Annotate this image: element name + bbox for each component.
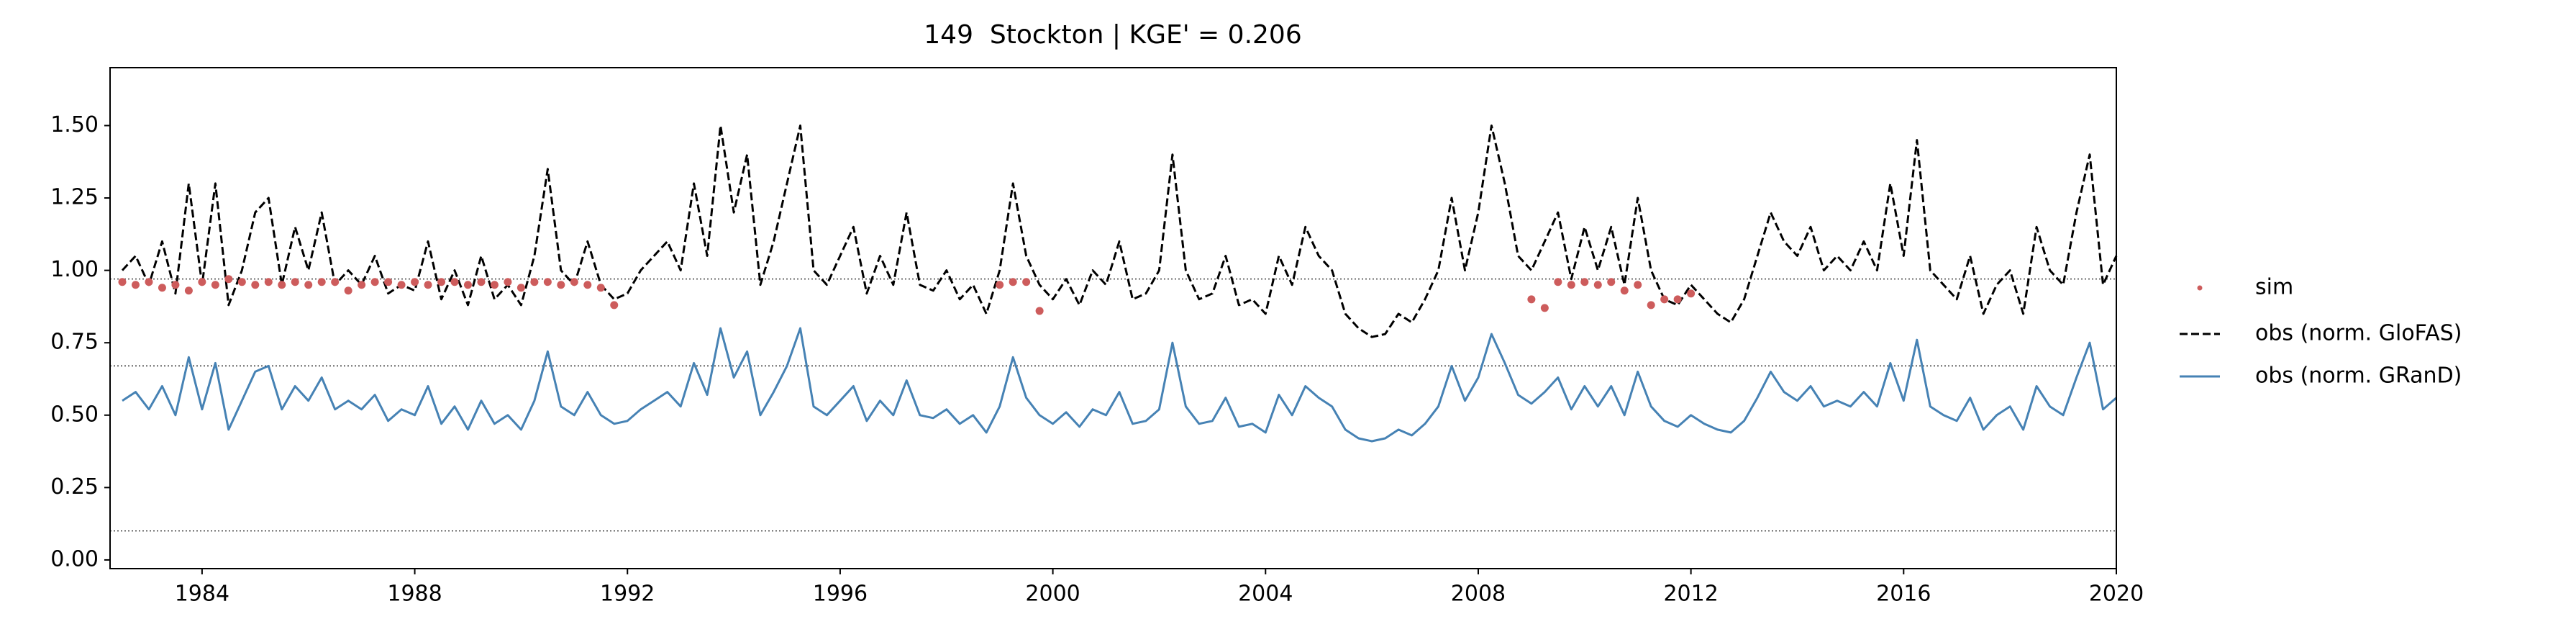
sim-point [211,281,219,289]
y-tick-label: 1.25 [50,185,99,210]
sim-point [224,275,233,284]
x-tick-label: 1988 [387,582,442,607]
sim-point [490,281,499,289]
x-tick-label: 2004 [1238,582,1293,607]
plot-frame [109,67,2117,569]
x-tick-label: 1992 [600,582,655,607]
legend-label: sim [2255,275,2293,300]
x-tick-label: 1984 [175,582,229,607]
sim-point [424,281,432,289]
sim-point [477,278,486,286]
sim-point [198,278,206,286]
x-tick-label: 2020 [2089,582,2144,607]
legend-label: obs (norm. GloFAS) [2255,321,2462,346]
sim-point [1022,278,1031,286]
x-tick-label: 1996 [813,582,868,607]
sim-point [1554,278,1562,286]
sim-point [264,278,273,286]
legend-marker [2197,285,2203,291]
y-tick-label: 1.00 [50,257,99,282]
sim-point [171,281,180,289]
series-line [121,125,2118,338]
sim-point [596,284,605,292]
sim-point [304,281,313,289]
sim-point [145,278,153,286]
sim-point [397,281,406,289]
sim-point [1567,281,1575,289]
sim-point [463,281,472,289]
sim-point [158,284,166,292]
sim-point [291,278,299,286]
sim-point [1593,281,1602,289]
x-tick-label: 2008 [1451,582,1506,607]
sim-point [1527,295,1536,304]
x-tick-label: 2012 [1663,582,1718,607]
sim-point [1687,289,1696,298]
sim-point [278,281,286,289]
sim-point [516,284,525,292]
sim-point [118,278,127,286]
sim-point [1647,301,1655,310]
y-tick-label: 0.50 [50,402,99,427]
sim-point [1620,286,1629,295]
sim-point [344,286,352,295]
sim-point [237,278,246,286]
sim-point [1634,281,1642,289]
sim-point [184,286,193,295]
sim-point [1673,295,1682,304]
sim-point [1660,295,1669,304]
sim-point [543,278,552,286]
sim-point [411,278,419,286]
x-tick-label: 2000 [1025,582,1080,607]
sim-point [504,278,512,286]
sim-point [317,278,326,286]
sim-point [530,278,539,286]
sim-point [1035,307,1044,315]
y-tick-label: 0.00 [50,546,99,572]
sim-point [1009,278,1017,286]
sim-point [370,278,379,286]
sim-point [131,281,140,289]
sim-point [358,281,366,289]
sim-point [437,278,446,286]
series-line [122,327,2117,443]
y-tick-label: 0.25 [50,474,99,500]
sim-point [251,281,260,289]
sim-point [570,278,578,286]
y-tick-label: 1.50 [50,112,99,137]
sim-point [1580,278,1589,286]
sim-point [331,278,340,286]
sim-point [450,278,459,286]
sim-point [557,281,565,289]
sim-point [996,281,1004,289]
x-tick-label: 2016 [1876,582,1931,607]
sim-point [1540,304,1549,312]
y-tick-label: 0.75 [50,330,99,355]
sim-point [610,301,619,310]
sim-point [583,281,592,289]
sim-point [1607,278,1616,286]
chart-title: 149 Stockton | KGE' = 0.206 [924,20,1301,50]
sim-point [384,278,393,286]
legend-label: obs (norm. GRanD) [2255,363,2462,389]
